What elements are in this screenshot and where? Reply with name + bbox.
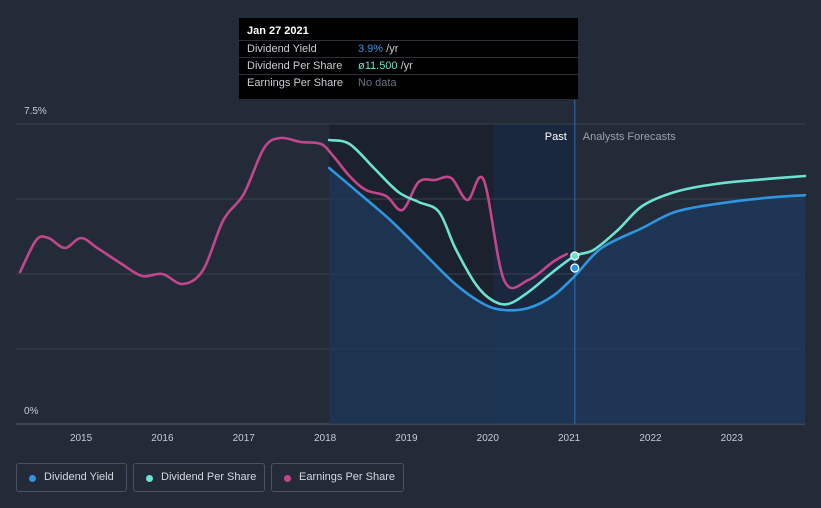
legend-item-dividend-per-share[interactable]: Dividend Per Share	[133, 463, 265, 492]
x-tick-label: 2021	[558, 433, 581, 444]
tooltip-value-number: ø11.500	[358, 60, 398, 72]
x-tick-label: 2019	[395, 433, 418, 444]
x-tick-label: 2015	[70, 433, 93, 444]
dividend-yield-line	[327, 166, 807, 312]
past-label: Past	[545, 131, 567, 143]
dividend-yield-area	[329, 168, 805, 424]
tooltip-unit: /yr	[383, 43, 399, 55]
tooltip-label: Dividend Per Share	[247, 60, 343, 72]
tooltip-unit: /yr	[397, 60, 413, 72]
x-tick-label: 2017	[233, 433, 256, 444]
dividend-per-share-line	[327, 138, 807, 306]
tooltip-row-dividend-per-share: Dividend Per Share ø11.500 /yr	[239, 57, 578, 75]
x-tick-label: 2018	[314, 433, 337, 444]
x-tick-label: 2022	[639, 433, 662, 444]
x-tick-label: 2016	[151, 433, 174, 444]
tooltip-label: Dividend Yield	[247, 43, 317, 55]
tooltip-value: 3.9% /yr	[358, 43, 398, 55]
tooltip: Jan 27 2021 Dividend Yield 3.9% /yr Divi…	[239, 18, 578, 99]
legend-item-earnings-per-share[interactable]: Earnings Per Share	[271, 463, 404, 492]
legend-dot-icon	[29, 475, 36, 482]
legend-item-dividend-yield[interactable]: Dividend Yield	[16, 463, 127, 492]
x-tick-label: 2020	[477, 433, 500, 444]
x-tick-label: 2023	[721, 433, 744, 444]
highlight-markers	[570, 251, 580, 273]
tooltip-value-number: 3.9%	[358, 43, 384, 55]
dividend-yield-marker	[570, 263, 580, 273]
legend-dot-icon	[146, 475, 153, 482]
legend-label: Dividend Per Share	[161, 471, 257, 483]
x-axis-ticks: 2015 2016 2017 2018 2019 2020 2021 2022 2023	[70, 433, 743, 444]
y-axis-min-label: 0%	[24, 406, 39, 417]
series-lines	[18, 136, 807, 312]
tooltip-date: Jan 27 2021	[247, 25, 309, 37]
tooltip-value-number: No data	[358, 77, 397, 89]
tooltip-row-earnings-per-share: Earnings Per Share No data	[239, 74, 578, 92]
dividend-per-share-marker	[570, 251, 580, 261]
y-axis-max-label: 7.5%	[24, 106, 47, 117]
tooltip-value: No data	[358, 77, 397, 89]
legend-label: Dividend Yield	[44, 471, 114, 483]
earnings-per-share-line	[18, 136, 568, 290]
legend-label: Earnings Per Share	[299, 471, 395, 483]
tooltip-label: Earnings Per Share	[247, 77, 343, 89]
tooltip-row-dividend-yield: Dividend Yield 3.9% /yr	[239, 40, 578, 58]
tooltip-value: ø11.500 /yr	[358, 60, 413, 72]
legend-dot-icon	[284, 475, 291, 482]
forecast-label: Analysts Forecasts	[583, 131, 676, 143]
